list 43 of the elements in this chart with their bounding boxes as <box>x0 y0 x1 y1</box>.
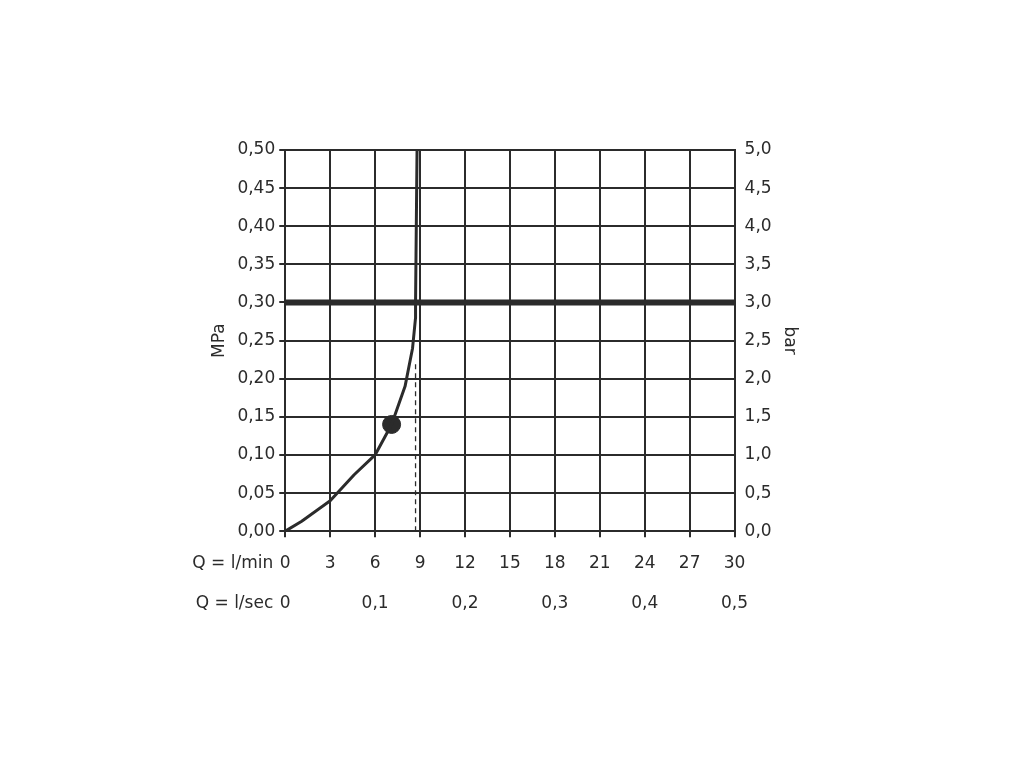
x2-tick-label: 0,4 <box>631 592 659 613</box>
y-tick-label: 0,15 <box>237 405 276 426</box>
y-tick-label: 0,20 <box>237 367 276 388</box>
y-tick-label: 0,45 <box>237 176 276 197</box>
y2-tick-label: 2,5 <box>744 329 772 350</box>
y-axis-title: MPa <box>207 323 228 358</box>
y-tick-label: 0,40 <box>237 214 276 235</box>
y2-tick-label: 4,0 <box>744 214 772 235</box>
y2-tick-label: 1,0 <box>744 443 772 464</box>
y2-tick-label: 2,0 <box>744 367 772 388</box>
x-tick-label: 15 <box>499 551 521 572</box>
x-tick-label: 24 <box>633 551 656 572</box>
x2-tick-label: 0,3 <box>541 592 569 613</box>
x2-tick-label: 0,5 <box>721 592 749 613</box>
x-tick-label: 9 <box>414 551 426 572</box>
y-tick-label: 0,10 <box>237 443 276 464</box>
x-tick-label: 27 <box>678 551 701 572</box>
x-tick-label: 12 <box>454 551 476 572</box>
y-tick-label: 0,05 <box>237 481 276 502</box>
y2-tick-label: 3,5 <box>744 252 772 273</box>
x-tick-label: 6 <box>369 551 381 572</box>
y-tick-label: 0,30 <box>237 290 276 311</box>
x-tick-label: 21 <box>588 551 611 572</box>
y-tick-label: 0,35 <box>237 252 276 273</box>
x2-tick-label: 0,1 <box>361 592 389 613</box>
y2-tick-label: 4,5 <box>744 176 772 197</box>
y-tick-label: 0,25 <box>237 329 276 350</box>
y2-tick-label: 0,0 <box>744 519 772 540</box>
y2-tick-label: 0,5 <box>744 481 772 502</box>
x-tick-label: 0 <box>279 551 291 572</box>
y2-tick-label: 5,0 <box>744 138 772 159</box>
y2-tick-label: 1,5 <box>744 405 772 426</box>
y2-axis-title: bar <box>781 326 802 355</box>
x2-tick-label: 0 <box>279 592 291 613</box>
x-axis-title: Q = l/min <box>192 551 274 572</box>
x-tick-label: 18 <box>544 551 566 572</box>
y-tick-label: 0,00 <box>237 519 276 540</box>
x-tick-label: 30 <box>723 551 746 572</box>
x-tick-label: 3 <box>324 551 336 572</box>
y-tick-label: 0,50 <box>237 138 276 159</box>
y2-tick-label: 3,0 <box>744 290 772 311</box>
x2-tick-label: 0,2 <box>451 592 479 613</box>
x2-axis-title: Q = l/sec <box>195 592 274 613</box>
